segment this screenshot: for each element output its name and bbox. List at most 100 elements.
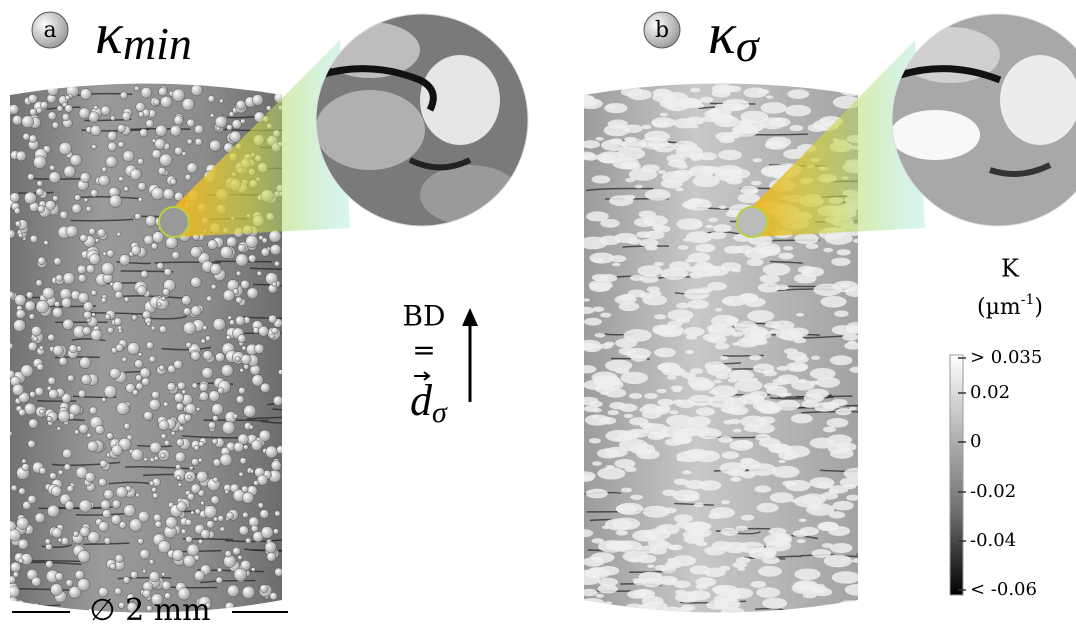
texture-bump: [149, 457, 155, 463]
zoom-border: [315, 13, 529, 227]
texture-bump: [708, 217, 719, 223]
texture-bump: [222, 289, 235, 302]
texture-bump: [208, 421, 216, 430]
texture-bump: [135, 102, 146, 112]
texture-bump: [219, 98, 224, 104]
texture-bump: [702, 333, 721, 342]
texture-bump: [57, 469, 64, 476]
texture-bump: [595, 136, 605, 141]
texture-bump: [96, 228, 107, 238]
texture-bump: [826, 417, 849, 428]
texture-bump: [600, 157, 615, 164]
texture-bump: [131, 314, 138, 321]
texture-bump: [806, 503, 835, 516]
texture-bump: [609, 195, 634, 207]
texture-bump: [99, 459, 108, 468]
texture-bump: [673, 514, 694, 523]
texture-bump: [740, 186, 759, 195]
texture-bump: [52, 307, 64, 319]
texture-bump: [54, 300, 61, 308]
texture-bump: [685, 349, 695, 355]
texture-bump: [178, 425, 185, 432]
texture-bump: [696, 427, 722, 440]
texture-bump: [672, 399, 685, 405]
texture-crack: [801, 410, 858, 414]
texture-bump: [762, 597, 788, 609]
texture-bump: [24, 300, 36, 312]
texture-bump: [212, 476, 219, 483]
texture-bump: [142, 569, 147, 574]
texture-bump: [36, 363, 44, 371]
texture-bump: [229, 130, 242, 143]
colorbar-tick-label: > 0.035: [970, 347, 1042, 368]
texture-bump: [657, 170, 666, 174]
texture-bump: [639, 238, 659, 248]
zoom-b: [892, 14, 1076, 226]
texture-bump: [185, 518, 193, 527]
texture-bump: [148, 398, 161, 411]
texture-bump: [183, 321, 197, 335]
texture-bump: [598, 577, 618, 587]
texture-bump: [101, 166, 108, 173]
texture-bump: [237, 243, 247, 253]
texture-bump: [190, 350, 201, 361]
texture-bump: [212, 458, 222, 467]
texture-bump: [614, 459, 636, 469]
texture-bump: [848, 330, 858, 334]
texture-bump: [89, 406, 98, 415]
texture-bump: [55, 274, 64, 282]
texture-bump: [207, 95, 216, 103]
texture-crack: [51, 461, 121, 466]
texture-bump: [604, 388, 627, 398]
texture-bump: [78, 107, 91, 120]
texture-bump: [171, 88, 186, 102]
texture-bump: [672, 435, 692, 445]
texture-bump: [35, 279, 43, 287]
texture-bump: [625, 177, 636, 183]
texture-bump: [78, 423, 89, 434]
texture-bump: [765, 140, 788, 150]
texture-bump: [50, 485, 62, 497]
texture-bump: [79, 234, 88, 243]
texture-bump: [241, 485, 249, 493]
texture-bump: [667, 329, 683, 337]
texture-bump: [109, 367, 121, 380]
texture-bump: [35, 188, 44, 197]
texture-bump: [13, 207, 21, 215]
texture-bump: [592, 306, 605, 312]
texture-bump: [829, 485, 849, 494]
texture-bump: [22, 500, 32, 510]
vector-symbol: d: [410, 376, 433, 425]
texture-bump: [641, 124, 652, 130]
texture-bump: [100, 105, 111, 116]
texture-bump: [10, 229, 16, 239]
texture-bump: [160, 95, 173, 109]
symbol: κ: [95, 1, 124, 66]
texture-bump: [601, 525, 610, 530]
texture-bump: [695, 407, 715, 416]
texture-bump: [615, 504, 637, 514]
texture-bump: [114, 554, 124, 563]
texture-bump: [687, 299, 709, 310]
texture-bump: [694, 262, 714, 271]
texture-bump: [190, 246, 202, 259]
texture-bump: [756, 587, 781, 598]
texture-bump: [688, 197, 704, 205]
texture-bump: [32, 336, 39, 342]
texture-bump: [149, 480, 155, 487]
texture-bump: [28, 134, 38, 143]
texture-bump: [796, 539, 806, 544]
texture-bump: [62, 318, 74, 331]
texture-bump: [618, 347, 637, 356]
texture-bump: [748, 463, 777, 476]
texture-bump: [660, 267, 688, 280]
texture-bump: [783, 455, 793, 461]
texture-bump: [657, 398, 674, 407]
texture-bump: [110, 115, 116, 121]
texture-bump: [219, 526, 225, 532]
texture-bump: [130, 570, 139, 579]
texture-bump: [45, 560, 54, 569]
texture-bump: [106, 432, 114, 440]
texture-bump: [27, 341, 38, 352]
texture-bump: [10, 596, 19, 609]
